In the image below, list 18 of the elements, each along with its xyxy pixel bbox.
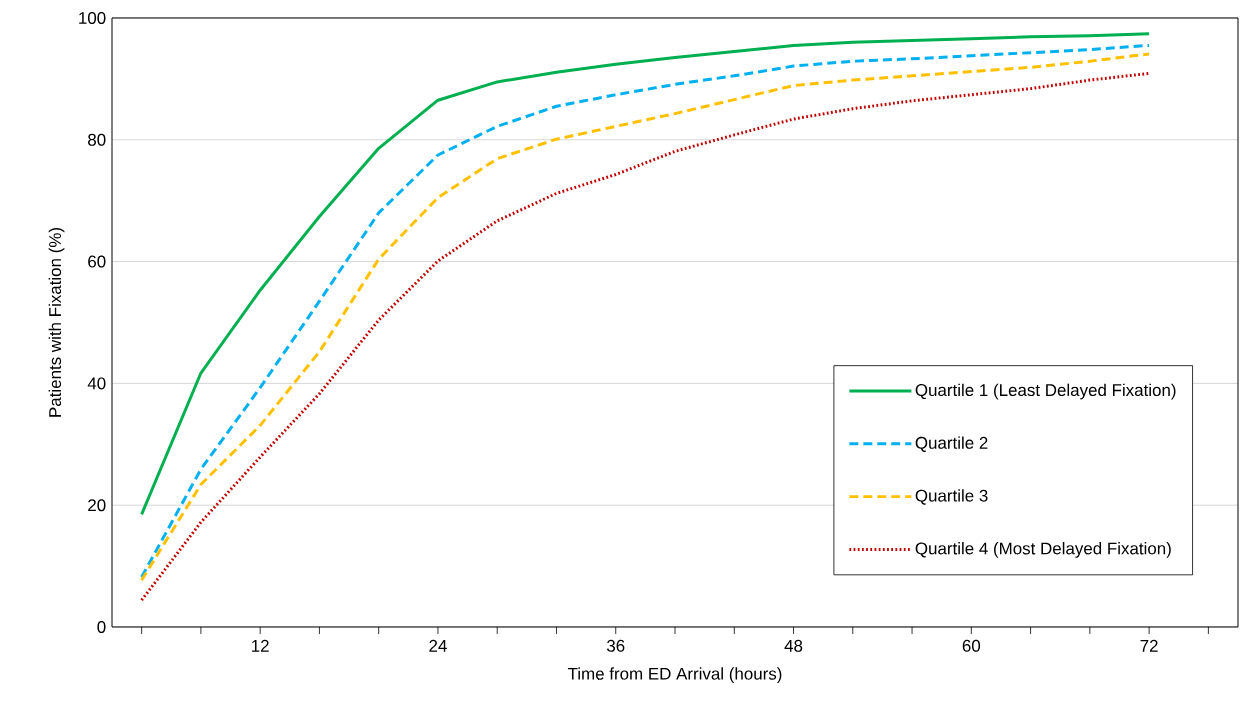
x-tick-label: 60: [962, 639, 981, 652]
legend-label: Quartile 3: [915, 489, 988, 505]
y-axis-title: Patients with Fixation (%): [48, 228, 65, 417]
y-tick-label: 20: [88, 499, 106, 512]
x-tick-label: 36: [606, 639, 625, 652]
x-tick-label: 12: [252, 639, 269, 652]
y-tick-label: 0: [97, 620, 106, 633]
legend-label: Quartile 4 (Most Delayed Fixation): [915, 542, 1171, 558]
x-tick-label: 24: [429, 639, 447, 652]
legend-label: Quartile 2: [915, 436, 988, 452]
y-tick-label: 100: [79, 11, 106, 24]
x-axis-title: Time from ED Arrival (hours): [567, 667, 782, 684]
y-tick-label: 40: [87, 377, 106, 390]
y-tick-label: 80: [88, 133, 106, 146]
legend-label: Quartile 1 (Least Delayed Fixation): [915, 383, 1176, 400]
y-tick-label: 60: [88, 255, 106, 268]
x-tick-label: 48: [784, 639, 803, 652]
x-tick-label: 72: [1140, 639, 1158, 652]
